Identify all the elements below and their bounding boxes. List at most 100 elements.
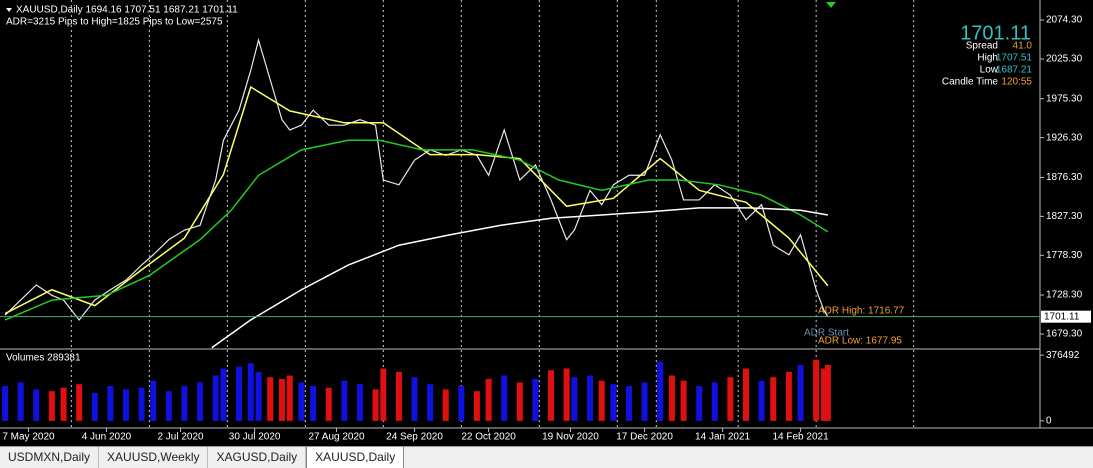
volume-bar <box>91 392 98 421</box>
volume-bar <box>298 382 305 421</box>
info-label: High <box>977 53 998 64</box>
info-label: Candle Time <box>942 77 999 88</box>
volume-bar <box>236 366 243 421</box>
volume-bar <box>380 368 387 421</box>
info-value: 41.0 <box>1013 41 1033 52</box>
volume-bar <box>758 380 765 421</box>
volume-bar <box>657 361 664 421</box>
volume-bar <box>76 384 83 421</box>
volume-bar <box>325 387 332 421</box>
tab[interactable]: XAUUSD,Weekly <box>99 447 209 468</box>
menu-arrow[interactable] <box>6 8 12 12</box>
volume-bar <box>473 391 480 421</box>
volume-bar <box>372 389 379 421</box>
x-tick-label: 2 Jul 2020 <box>157 432 204 443</box>
volume-bar <box>107 385 114 421</box>
annotation: ADR Low: 1677.95 <box>818 336 902 347</box>
y-tick-label: 1778.30 <box>1046 250 1083 261</box>
y-tick-label: 376492 <box>1046 350 1080 361</box>
volume-bar <box>181 385 188 421</box>
info-value: 1687.21 <box>996 65 1033 76</box>
volume-bar <box>598 380 605 421</box>
volume-bar <box>548 370 555 421</box>
volume-bar <box>165 391 172 421</box>
y-tick-label: 1827.30 <box>1046 211 1083 222</box>
volume-bar <box>485 378 492 421</box>
volume-bar <box>610 384 617 421</box>
volume-bar <box>824 365 831 421</box>
x-tick-label: 14 Feb 2021 <box>772 432 829 443</box>
volume-bar <box>247 363 254 421</box>
info-value: 1707.51 <box>996 53 1033 64</box>
chart: XAUUSD,Daily 1694.16 1707.51 1687.21 170… <box>0 0 1093 443</box>
volume-title: Volumes 289381 <box>6 353 81 364</box>
volume-bar <box>625 385 632 421</box>
volume-bar <box>770 377 777 421</box>
x-tick-label: 14 Jan 2021 <box>695 432 750 443</box>
x-tick-label: 17 Dec 2020 <box>616 432 673 443</box>
volume-bar <box>60 387 67 421</box>
volume-bar <box>341 380 348 421</box>
info-value: 120:55 <box>1001 77 1032 88</box>
volume-bar <box>680 380 687 421</box>
y-tick-label: 1975.30 <box>1046 93 1083 104</box>
volume-bar <box>150 380 157 421</box>
volume-bar <box>255 371 262 421</box>
y-tick-label: 1728.30 <box>1046 290 1083 301</box>
volume-bar <box>2 385 9 421</box>
y-tick-label: 1679.30 <box>1046 329 1083 340</box>
volume-bar <box>286 375 293 421</box>
y-tick-label: 2025.30 <box>1046 54 1083 65</box>
volume-bar <box>33 389 40 421</box>
series-line <box>4 139 829 321</box>
x-tick-label: 30 Jul 2020 <box>229 432 281 443</box>
volume-bar <box>586 375 593 421</box>
volume-bar <box>727 377 734 421</box>
x-tick-label: 27 Aug 2020 <box>308 432 365 443</box>
volume-bar <box>563 368 570 421</box>
x-tick-label: 19 Nov 2020 <box>542 432 599 443</box>
chart-subtitle: ADR=3215 Pips to High=1825 Pips to Low=2… <box>6 17 223 28</box>
series-line <box>4 85 829 315</box>
volume-bar <box>711 382 718 421</box>
volume-bar <box>797 365 804 421</box>
series-line <box>211 207 828 349</box>
x-tick-label: 24 Sep 2020 <box>386 432 443 443</box>
volume-bar <box>668 375 675 421</box>
volume-bar <box>516 382 523 421</box>
last-price-box <box>1041 310 1091 323</box>
tab[interactable]: XAGUSD,Daily <box>208 447 307 468</box>
y-tick-label: 2074.30 <box>1046 15 1083 26</box>
volume-bar <box>427 384 434 421</box>
volume-bar <box>571 377 578 421</box>
tab[interactable]: XAUUSD,Daily <box>306 447 405 468</box>
volume-bar <box>48 391 55 421</box>
volume-bar <box>411 377 418 421</box>
volume-bar <box>220 368 227 421</box>
volume-bar <box>356 384 363 421</box>
volume-bar <box>267 377 274 421</box>
last-price-label: 1701.11 <box>1044 311 1080 322</box>
annotation: ADR Start <box>804 328 849 339</box>
y-tick-label: 1876.30 <box>1046 172 1083 183</box>
volume-bar <box>501 375 508 421</box>
volume-bar <box>532 378 539 421</box>
volume-bar <box>395 371 402 421</box>
y-tick-label: 1926.30 <box>1046 132 1083 143</box>
volume-bar <box>785 371 792 421</box>
x-tick-label: 22 Oct 2020 <box>461 432 516 443</box>
volume-bar <box>278 378 285 421</box>
volume-bar <box>641 382 648 421</box>
volume-bar <box>742 368 749 421</box>
volume-bar <box>813 359 820 421</box>
annotation: ADR High: 1716.77 <box>818 306 905 317</box>
x-tick-label: 7 May 2020 <box>2 432 55 443</box>
info-label: Spread <box>966 41 998 52</box>
volume-bar <box>310 385 317 421</box>
volume-bar <box>212 375 219 421</box>
volume-bar <box>820 368 827 421</box>
series-line <box>4 37 829 321</box>
volume-bar <box>442 389 449 421</box>
tab[interactable]: USDMXN,Daily <box>0 447 100 468</box>
